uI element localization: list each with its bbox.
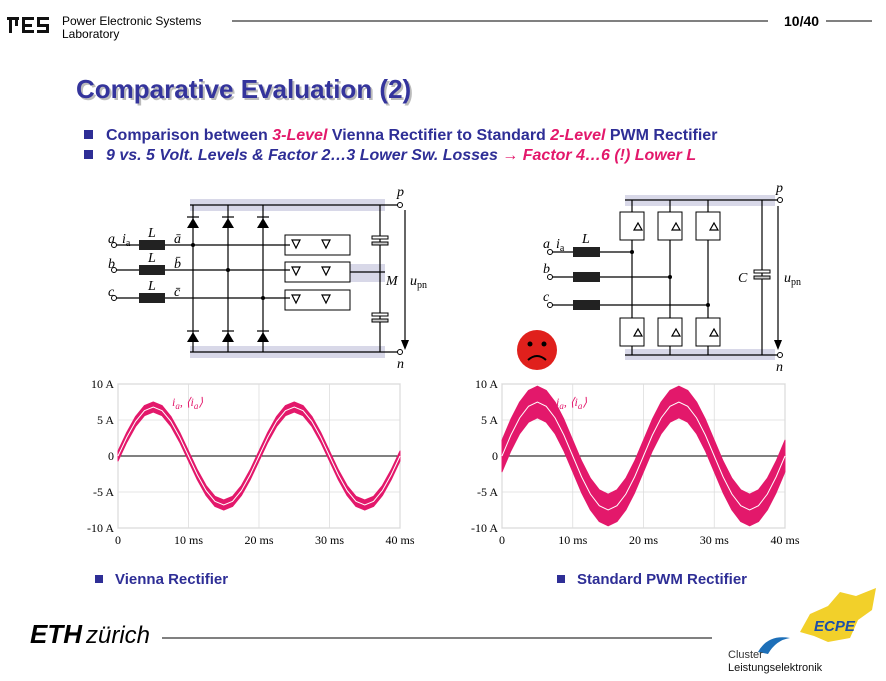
text: a [126, 238, 131, 249]
legend-text: ⟩ [198, 395, 203, 409]
y-tick-label: 0 [492, 449, 498, 463]
cluster-text: Cluster [728, 649, 763, 661]
node-label: c̄ [174, 285, 181, 300]
chart: 10 A5 A0-5 A-10 A0 10 ms 20 ms 30 ms 40 msia… [87, 377, 415, 547]
inductor-label: L [581, 232, 590, 247]
legend: ia, ⟨ia⟩ [556, 395, 587, 411]
node-label: p [775, 181, 783, 196]
node-label: n [776, 360, 783, 375]
average-line [117, 406, 401, 506]
x-tick-label: 40 ms [770, 533, 799, 547]
voltage-label: upn [784, 271, 801, 288]
average-line [501, 401, 786, 511]
y-tick-label: 5 A [481, 413, 498, 427]
text: Comparison between [106, 127, 272, 144]
x-tick-label: 10 ms [174, 533, 203, 547]
legend-text: , ⟨i [180, 395, 194, 409]
legend-text: i [556, 395, 559, 409]
chart: 10 A5 A0-5 A-10 A0 10 ms 20 ms 30 ms 40 msia… [471, 377, 800, 547]
sad-face-icon [517, 330, 557, 370]
phase-label: a [108, 232, 115, 247]
phase-label: a [543, 237, 550, 252]
current-label: ia [556, 237, 565, 254]
text: a [560, 243, 565, 254]
x-tick-label: 20 ms [629, 533, 658, 547]
title: Comparative Evaluation (2) [76, 74, 411, 104]
phase-label: b [543, 262, 550, 277]
y-tick-label: -10 A [471, 521, 498, 535]
legend: ia, ⟨ia⟩ [172, 395, 203, 411]
pes-logo [7, 17, 49, 33]
legend-text: ⟩ [582, 395, 587, 409]
chart-caption: Standard PWM Rectifier [577, 571, 747, 588]
phase-label: b [108, 257, 115, 272]
bullet [557, 575, 565, 583]
legend-text: a [559, 401, 564, 411]
voltage-label: upn [410, 274, 427, 291]
bullet [84, 150, 93, 159]
node-label: b̄ [174, 256, 181, 272]
lab-name: Power Electronic Systems [62, 14, 201, 28]
text: Vienna Rectifier to Standard [327, 127, 550, 144]
vienna-circuit: p n M upn ia a b c L L L ā b̄ c̄ [108, 185, 427, 372]
x-tick-label: 20 ms [244, 533, 273, 547]
phase-label: c [543, 290, 550, 305]
y-tick-label: -10 A [87, 521, 114, 535]
text: i [556, 237, 560, 252]
chart-caption: Vienna Rectifier [115, 571, 228, 588]
y-tick-label: 5 A [97, 413, 114, 427]
inductor-label: L [147, 279, 156, 294]
page-number: 10/40 [784, 13, 819, 29]
standard-circuit: p n C upn ia a b c L [543, 181, 801, 375]
ecpe-logo: ECPE [758, 588, 876, 654]
bullet [84, 130, 93, 139]
node-label: ā [174, 232, 181, 247]
y-tick-label: -5 A [93, 485, 114, 499]
legend-text: , ⟨i [564, 395, 578, 409]
node-label: p [396, 185, 404, 200]
x-tick-label: 30 ms [315, 533, 344, 547]
lab-name: Laboratory [62, 27, 119, 41]
text: Factor 4…6 (!) Lower L [518, 147, 696, 164]
bullet [95, 575, 103, 583]
x-tick-label: 0 [499, 533, 505, 547]
legend-text: a [175, 401, 180, 411]
title-shadow: Comparative Evaluation (2) [78, 76, 413, 106]
inductor-label: L [147, 226, 156, 241]
x-tick-label: 40 ms [385, 533, 414, 547]
text: 9 vs. 5 Volt. Levels & Factor 2…3 Lower … [106, 147, 502, 164]
cluster-text: Leistungselektronik [728, 662, 823, 674]
current-label: ia [122, 232, 131, 249]
text: PWM Rectifier [605, 127, 717, 144]
phase-label: c [108, 285, 115, 300]
inductor-label: L [147, 251, 156, 266]
text: u [784, 271, 791, 286]
capacitor-label: C [738, 271, 748, 286]
y-tick-label: -5 A [477, 485, 498, 499]
x-tick-label: 0 [115, 533, 121, 547]
node-label: M [385, 274, 399, 289]
y-tick-label: 10 A [475, 377, 498, 391]
text: pn [417, 280, 427, 291]
legend-text: i [172, 395, 175, 409]
bullet-text: 9 vs. 5 Volt. Levels & Factor 2…3 Lower … [106, 147, 696, 164]
text: 3-Level [272, 127, 328, 144]
y-tick-label: 0 [108, 449, 114, 463]
node-label: n [397, 357, 404, 372]
text: pn [791, 277, 801, 288]
text: → [502, 147, 518, 164]
x-tick-label: 10 ms [558, 533, 587, 547]
text: i [122, 232, 126, 247]
bullet-text: Comparison between 3-Level Vienna Rectif… [106, 127, 717, 144]
legend-text: a [194, 401, 199, 411]
legend-text: a [578, 401, 583, 411]
text: 2-Level [549, 127, 606, 144]
x-tick-label: 30 ms [700, 533, 729, 547]
ecpe-text: ECPE [814, 618, 856, 635]
eth-logo: ETH [30, 619, 83, 649]
y-tick-label: 10 A [91, 377, 114, 391]
text: u [410, 274, 417, 289]
eth-logo: zürich [85, 622, 150, 649]
